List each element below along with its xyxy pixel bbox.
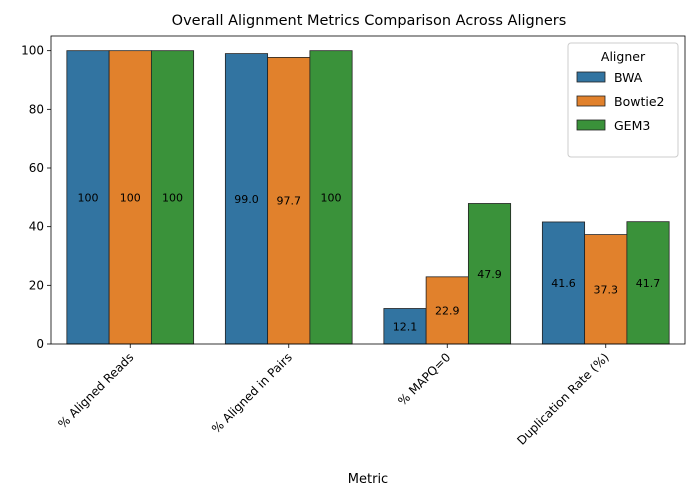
bar-value-label: 100 xyxy=(120,191,141,204)
bar xyxy=(66,50,110,345)
bar-value-label: 99.0 xyxy=(234,193,259,206)
bar-value-label: 22.9 xyxy=(435,304,460,317)
bar xyxy=(150,50,195,345)
bar-value-label: 41.7 xyxy=(636,277,661,290)
y-tick-label: 60 xyxy=(29,161,44,175)
legend: Aligner BWA Bowtie2 GEM3 xyxy=(567,42,679,158)
legend-swatch xyxy=(576,95,606,107)
x-tick-label: % Aligned Reads xyxy=(55,350,136,431)
y-tick-label: 100 xyxy=(21,44,44,58)
bar xyxy=(309,50,353,345)
bar-value-label: 12.1 xyxy=(393,320,418,333)
bar xyxy=(224,53,269,345)
bar-value-label: 41.6 xyxy=(551,277,576,290)
bar-value-label: 100 xyxy=(162,191,183,204)
legend-entry-label: GEM3 xyxy=(614,118,650,133)
bars-layer xyxy=(66,50,670,345)
bar xyxy=(108,50,152,345)
bar-labels-layer: 100 100 100 99.0 97.7 100 12.1 22.9 47.9 41.6 37.3… xyxy=(77,191,660,333)
x-tick-label: Duplication Rate (%) xyxy=(514,350,612,448)
bar xyxy=(626,221,670,345)
legend-entry-label: BWA xyxy=(614,70,643,85)
bar-value-label: 100 xyxy=(321,191,342,204)
legend-title: Aligner xyxy=(601,49,646,64)
bar-value-label: 100 xyxy=(77,191,98,204)
legend-entry-label: Bowtie2 xyxy=(614,94,664,109)
chart-title: Overall Alignment Metrics Comparison Acr… xyxy=(172,13,567,29)
x-axis-label: Metric xyxy=(348,472,388,487)
bar-value-label: 37.3 xyxy=(594,283,619,296)
legend-swatch xyxy=(576,119,606,131)
x-tick-label: % MAPQ=0 xyxy=(395,350,453,408)
bar-value-label: 97.7 xyxy=(277,195,302,208)
y-tick-label: 80 xyxy=(29,102,44,116)
bar xyxy=(267,57,311,345)
bar xyxy=(541,221,586,345)
y-tick-label: 0 xyxy=(36,337,44,351)
bar xyxy=(425,276,469,345)
y-tick-label: 20 xyxy=(29,278,44,292)
legend-swatch xyxy=(576,71,606,83)
bar-value-label: 47.9 xyxy=(477,268,502,281)
x-tick-label: % Aligned in Pairs xyxy=(209,350,295,436)
plot-frame xyxy=(50,35,686,345)
y-tick-label: 40 xyxy=(29,220,44,234)
